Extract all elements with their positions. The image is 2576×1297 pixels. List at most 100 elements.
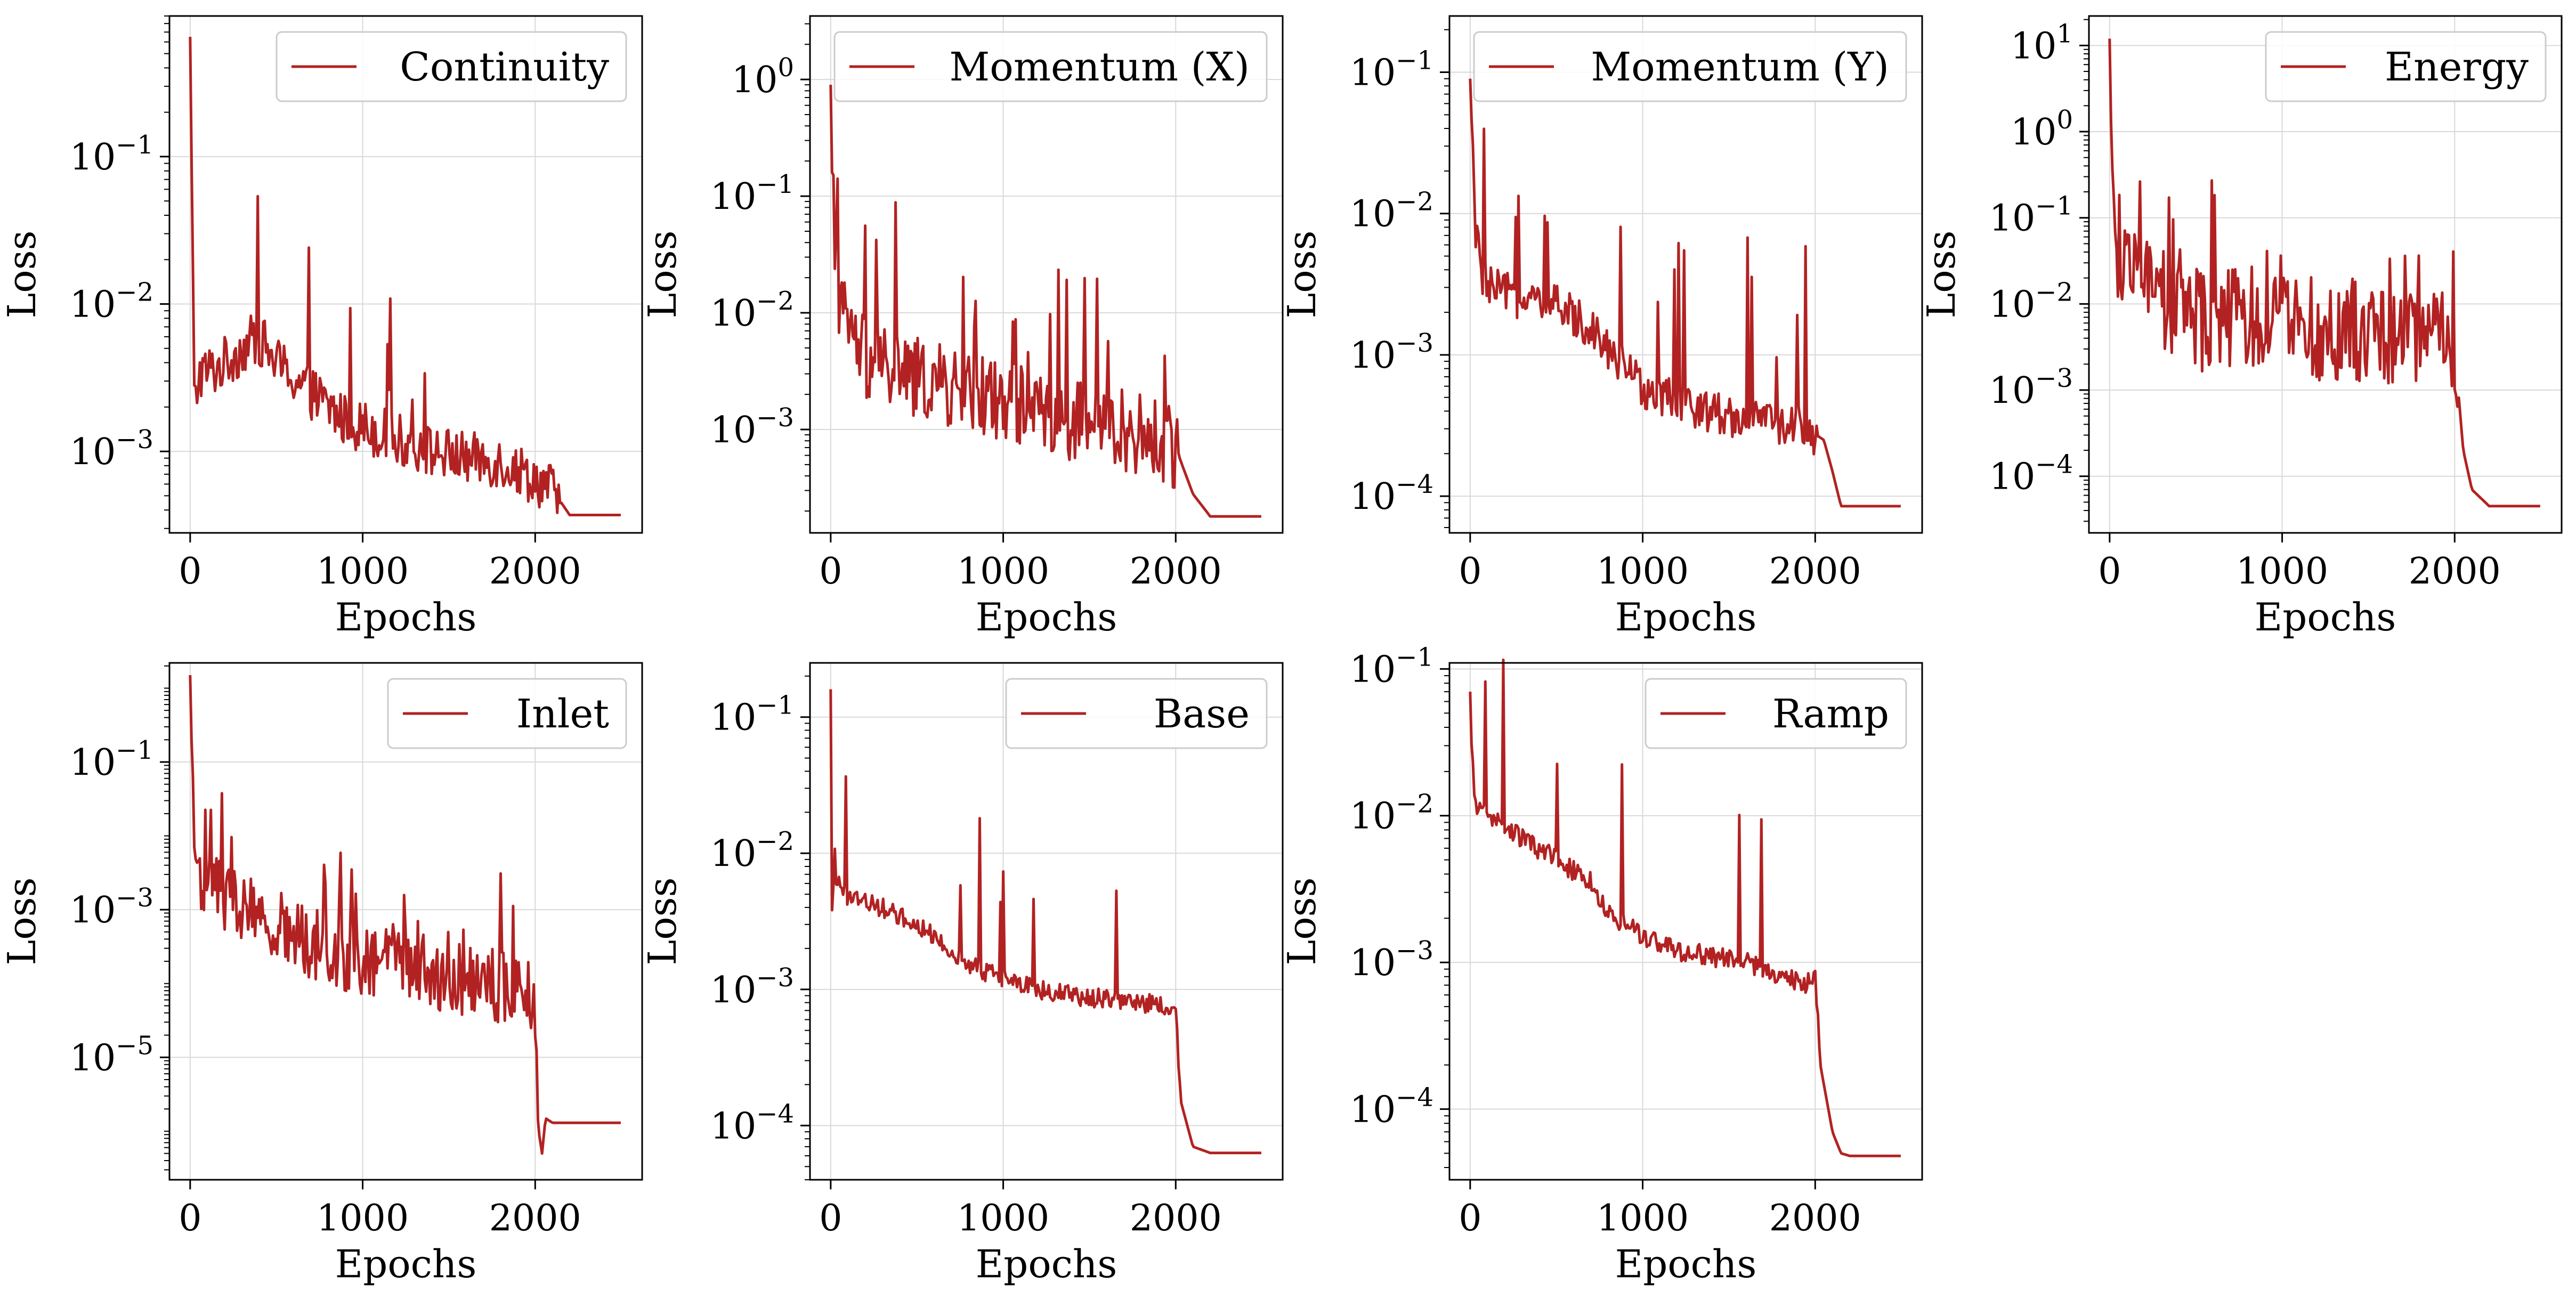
x-axis-label: Epochs (1615, 1242, 1757, 1286)
y-tick-label: 10−1 (1350, 46, 1433, 94)
legend-label: Momentum (X) (950, 44, 1250, 90)
y-tick-label: 10−2 (710, 826, 794, 875)
y-axis-label: Loss (640, 230, 685, 318)
chart-panel-6: 0 1000 2000 10−4 10−3 10−2 10−1 Epochs Loss Base (640, 662, 1284, 1286)
y-axis-label: Loss (1919, 230, 1964, 318)
x-tick-label: 2000 (489, 1197, 581, 1239)
x-tick-label: 0 (819, 1197, 842, 1239)
axes-frame (1448, 15, 1923, 534)
y-tick-label: 10−3 (1989, 363, 2073, 412)
legend-box (833, 31, 1268, 102)
legend-label: Ramp (1772, 691, 1889, 737)
series-line (829, 85, 1261, 518)
x-tick-label: 1000 (1597, 550, 1689, 593)
y-tick-label: 10−1 (710, 169, 794, 218)
x-axis-label: Epochs (1615, 595, 1757, 639)
y-tick-label: 101 (2011, 19, 2073, 67)
x-tick-label: 0 (819, 550, 842, 593)
legend: Ramp (1645, 678, 1907, 749)
y-tick-label: 10−1 (710, 691, 794, 739)
y-tick-label: 10−1 (1989, 191, 2073, 240)
y-tick-label: 10−3 (710, 403, 794, 451)
series-line (1469, 78, 1901, 508)
y-tick-label: 10−3 (1350, 936, 1433, 984)
y-tick-label: 10−4 (1350, 1082, 1433, 1131)
axes-frame (168, 15, 643, 534)
legend-label: Base (1154, 691, 1250, 737)
legend-label: Momentum (Y) (1591, 44, 1889, 90)
y-tick-label: 10−3 (1350, 328, 1433, 377)
x-tick-label: 1000 (957, 550, 1049, 593)
chart-panel-2: 0 1000 2000 10−3 10−2 10−1 100 Epochs Loss Moment… (640, 15, 1284, 639)
legend-box (2265, 31, 2547, 102)
x-tick-label: 1000 (317, 1197, 409, 1239)
axes-frame (1448, 662, 1923, 1181)
x-tick-label: 1000 (1597, 1197, 1689, 1239)
chart-panel-1: 0 1000 2000 10−3 10−2 10−1 Epochs Loss Continuit… (0, 15, 643, 639)
x-axis-label: Epochs (2255, 595, 2396, 639)
axes-frame (809, 15, 1284, 534)
y-axis-label: Loss (1279, 230, 1324, 318)
chart-panel-4: 0 1000 2000 10−4 10−3 10−2 10−1 100 101 Epochs Los… (1919, 15, 2563, 639)
y-tick-label: 10−4 (1350, 469, 1433, 518)
x-tick-label: 2000 (489, 550, 581, 593)
y-tick-label: 10−1 (1350, 642, 1433, 691)
y-tick-label: 10−2 (1350, 789, 1433, 838)
x-tick-label: 2000 (1769, 550, 1861, 593)
y-tick-label: 10−1 (70, 735, 153, 784)
legend-label: Inlet (516, 691, 609, 737)
x-axis-label: Epochs (976, 595, 1117, 639)
axes-frame (2088, 15, 2563, 534)
y-tick-label: 10−3 (70, 425, 153, 473)
y-tick-label: 100 (732, 53, 794, 101)
chart-panel-7: 0 1000 2000 10−4 10−3 10−2 10−1 Epochs Loss Ramp (1279, 642, 1923, 1286)
legend-box (387, 678, 627, 749)
y-tick-label: 10−3 (70, 883, 153, 931)
series-line (189, 675, 621, 1155)
series-line (1469, 658, 1901, 1157)
chart-panel-3: 0 1000 2000 10−4 10−3 10−2 10−1 Epochs Loss Momen… (1279, 15, 1923, 639)
legend: Momentum (X) (833, 31, 1268, 102)
y-tick-label: 10−2 (70, 278, 153, 326)
y-tick-label: 10−4 (1989, 450, 2073, 498)
y-axis-label: Loss (0, 230, 44, 318)
legend-label: Energy (2385, 44, 2529, 90)
x-axis-label: Epochs (976, 1242, 1117, 1286)
y-tick-label: 10−5 (70, 1031, 153, 1079)
x-tick-label: 1000 (957, 1197, 1049, 1239)
y-tick-label: 10−2 (710, 286, 794, 335)
legend-box (276, 31, 627, 102)
x-tick-label: 2000 (2409, 550, 2501, 593)
y-axis-label: Loss (640, 877, 685, 965)
y-tick-label: 10−2 (1350, 187, 1433, 236)
y-tick-label: 10−3 (710, 963, 794, 1011)
x-tick-label: 1000 (317, 550, 409, 593)
x-tick-label: 0 (2098, 550, 2121, 593)
legend-box (1005, 678, 1268, 749)
x-tick-label: 1000 (2236, 550, 2328, 593)
x-tick-label: 0 (179, 1197, 201, 1239)
y-tick-label: 100 (2011, 105, 2073, 153)
x-tick-label: 2000 (1130, 1197, 1222, 1239)
series-line (2108, 38, 2540, 508)
x-axis-label: Epochs (335, 1242, 477, 1286)
x-tick-label: 0 (179, 550, 201, 593)
legend-label: Continuity (400, 44, 609, 90)
legend: Base (1005, 678, 1268, 749)
series-line (189, 37, 621, 516)
legend: Momentum (Y) (1473, 31, 1907, 102)
y-tick-label: 10−2 (1989, 277, 2073, 326)
series-line (829, 689, 1261, 1155)
x-tick-label: 0 (1459, 550, 1481, 593)
y-tick-label: 10−4 (710, 1099, 794, 1147)
legend: Inlet (387, 678, 627, 749)
legend: Continuity (276, 31, 627, 102)
x-tick-label: 2000 (1130, 550, 1222, 593)
x-axis-label: Epochs (335, 595, 477, 639)
y-axis-label: Loss (1279, 877, 1324, 965)
legend-box (1473, 31, 1907, 102)
x-tick-label: 2000 (1769, 1197, 1861, 1239)
legend-box (1645, 678, 1907, 749)
x-tick-label: 0 (1459, 1197, 1481, 1239)
